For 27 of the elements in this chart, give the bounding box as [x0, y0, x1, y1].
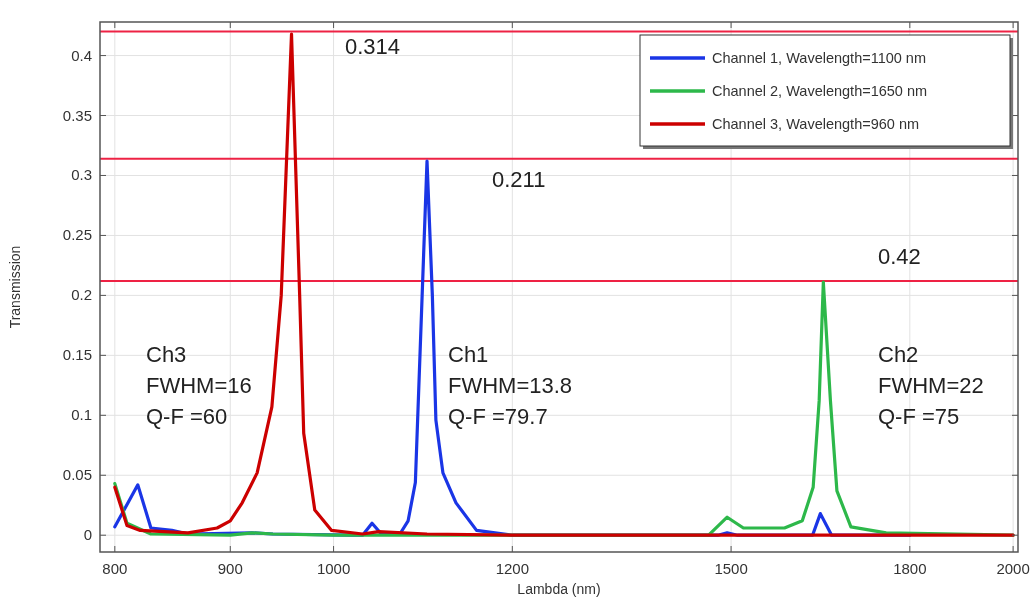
legend-label: Channel 1, Wavelength=1100 nm	[712, 50, 927, 66]
y-tick-label: 0.3	[71, 166, 92, 184]
legend-label: Channel 3, Wavelength=960 nm	[712, 116, 920, 132]
y-tick-label: 0.4	[71, 46, 92, 64]
y-tick-label: 0.1	[71, 406, 92, 424]
annotation: 0.211	[492, 167, 546, 192]
annotation: Ch1 FWHM=13.8 Q-F =79.7	[448, 342, 573, 429]
annotation: Ch3 FWHM=16 Q-F =60	[146, 342, 252, 429]
y-tick-label: 0.05	[62, 466, 92, 484]
x-tick-label: 1000	[316, 560, 351, 577]
y-tick-label: 0.35	[62, 106, 92, 124]
x-tick-label: 800	[102, 560, 128, 577]
x-tick-label: 2000	[996, 560, 1030, 577]
y-tick-label: 0	[83, 526, 92, 544]
y-tick-label: 0.15	[62, 346, 92, 364]
y-tick-label: 0.2	[71, 286, 92, 304]
legend-label: Channel 2, Wavelength=1650 nm	[712, 83, 928, 99]
y-tick-label: 0.25	[62, 226, 92, 244]
y-axis-title: Transmission	[7, 245, 23, 329]
x-axis-title: Lambda (nm)	[517, 581, 601, 597]
x-tick-label: 900	[217, 560, 243, 577]
annotation: 0.42	[878, 244, 921, 269]
annotation: Ch2 FWHM=22 Q-F =75	[878, 342, 984, 429]
annotation: 0.314	[345, 34, 401, 59]
x-tick-label: 1500	[714, 560, 748, 577]
x-tick-label: 1800	[893, 560, 927, 577]
x-tick-label: 1200	[495, 560, 530, 577]
